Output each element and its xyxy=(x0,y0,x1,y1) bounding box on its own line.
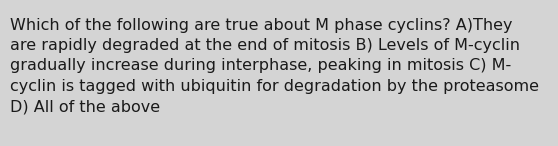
Text: Which of the following are true about M phase cyclins? A)They
are rapidly degrad: Which of the following are true about M … xyxy=(10,18,539,114)
